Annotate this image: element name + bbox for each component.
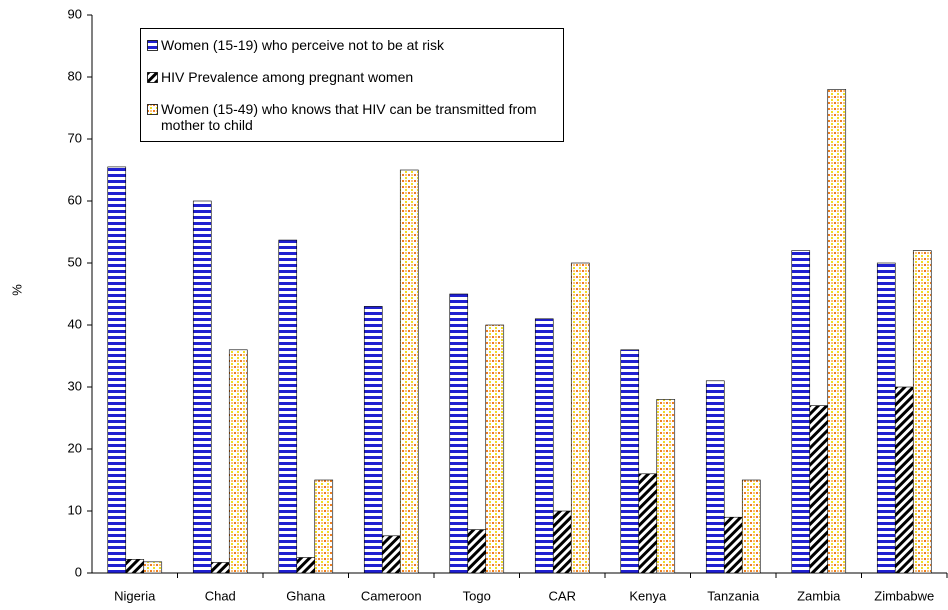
bar <box>381 535 401 574</box>
x-tick-label: Chad <box>205 588 236 603</box>
x-tick-label: Kenya <box>629 588 667 603</box>
legend-label: Women (15-19) who perceive not to be at … <box>161 37 444 53</box>
y-tick-label: 60 <box>68 192 82 207</box>
legend-swatch <box>147 72 158 83</box>
bar <box>876 262 896 574</box>
y-tick-label: 10 <box>68 502 82 517</box>
bar <box>534 318 554 574</box>
legend: Women (15-19) who perceive not to be at … <box>140 28 564 142</box>
y-tick-label: 40 <box>68 316 82 331</box>
bar <box>210 562 230 574</box>
bar <box>125 559 145 574</box>
bar <box>467 529 487 574</box>
x-tick-label: Zambia <box>797 588 841 603</box>
bar <box>552 510 572 574</box>
y-tick-label: 20 <box>68 440 82 455</box>
bar <box>363 306 383 574</box>
x-tick-label: Togo <box>463 588 491 603</box>
x-tick-label: Tanzania <box>707 588 760 603</box>
x-tick-label: Zimbabwe <box>874 588 934 603</box>
bar <box>107 166 127 574</box>
bar <box>314 479 334 574</box>
y-tick-label: 30 <box>68 378 82 393</box>
legend-swatch <box>147 40 158 51</box>
legend-item: Women (15-49) who knows that HIV can be … <box>147 101 557 133</box>
legend-label: HIV Prevalence among pregnant women <box>161 69 414 85</box>
y-tick-label: 80 <box>68 68 82 83</box>
y-tick-label: 70 <box>68 130 82 145</box>
bar <box>638 473 658 574</box>
x-tick-label: Cameroon <box>361 588 422 603</box>
bar <box>228 349 248 574</box>
legend-label: Women (15-49) who knows that HIV can be … <box>161 101 537 133</box>
x-tick-label: CAR <box>549 588 576 603</box>
x-tick-label: Ghana <box>286 588 326 603</box>
legend-swatch <box>147 104 158 115</box>
bar <box>278 239 298 574</box>
bar <box>705 380 725 574</box>
bar <box>723 516 743 574</box>
y-tick-label: 50 <box>68 254 82 269</box>
x-tick-label: Nigeria <box>114 588 156 603</box>
bar <box>399 169 419 574</box>
y-axis-label: % <box>9 284 24 296</box>
bar <box>809 405 829 574</box>
bar <box>656 399 676 574</box>
bar <box>143 561 163 574</box>
bar <box>449 293 469 574</box>
legend-item: HIV Prevalence among pregnant women <box>147 69 557 85</box>
bar <box>741 479 761 574</box>
bar <box>827 89 847 574</box>
bar <box>620 349 640 574</box>
bar <box>485 324 505 574</box>
bar <box>791 250 811 574</box>
bar <box>912 250 932 574</box>
y-tick-label: 90 <box>68 6 82 21</box>
y-tick-label: 0 <box>75 564 82 579</box>
bar <box>570 262 590 574</box>
bar <box>296 557 316 574</box>
bar <box>894 386 914 574</box>
bar <box>192 200 212 574</box>
legend-item: Women (15-19) who perceive not to be at … <box>147 37 557 53</box>
